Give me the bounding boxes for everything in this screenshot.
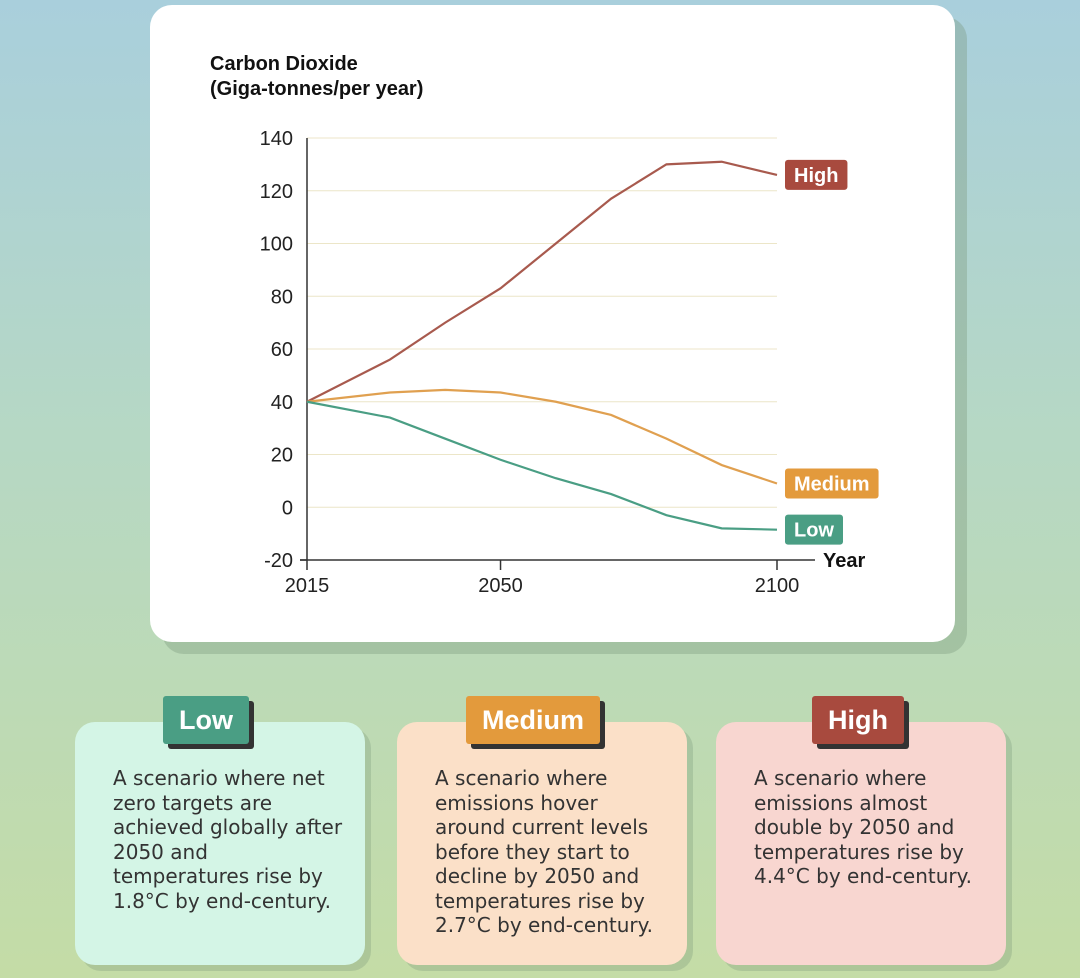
y-tick-label: 120 <box>260 181 293 203</box>
series-line <box>306 388 778 485</box>
series-label-box <box>785 514 843 545</box>
y-tick-label: 60 <box>271 339 293 361</box>
y-tick-label: 40 <box>271 392 293 414</box>
card: High A scenario where emissions almost d… <box>716 696 1006 965</box>
series-line <box>306 400 778 531</box>
chart-title: Carbon Dioxide <box>210 53 358 75</box>
x-axis-label: Year <box>823 550 865 572</box>
card: Low A scenario where net zero targets ar… <box>75 696 365 965</box>
y-tick-label: 80 <box>271 286 293 308</box>
card-text: A scenario where emissions almost double… <box>754 766 972 888</box>
card-title: Low <box>163 696 249 744</box>
series-label-box <box>785 468 879 499</box>
y-tick-label: 140 <box>260 128 293 150</box>
card-title: High <box>812 696 904 744</box>
card: Medium A scenario where emissions hover … <box>397 696 687 965</box>
x-tick-label: 2050 <box>478 575 523 597</box>
card-title: Medium <box>466 696 601 744</box>
y-tick-label: -20 <box>264 550 293 572</box>
x-tick-label: 2100 <box>755 575 800 597</box>
series-line <box>306 160 778 403</box>
legend-label: Low <box>794 520 834 542</box>
card-text: A scenario where emissions hover around … <box>435 766 653 937</box>
legend-label: High <box>794 165 838 187</box>
card-text: A scenario where net zero targets are ac… <box>113 766 343 913</box>
y-tick-label: 0 <box>282 497 293 519</box>
legend-label: Medium <box>794 474 870 496</box>
y-tick-label: 100 <box>260 234 293 256</box>
y-tick-label: 20 <box>271 445 293 467</box>
x-tick-label: 2015 <box>285 575 330 597</box>
series-label-box <box>785 159 848 190</box>
chart-subtitle: (Giga-tonnes/per year) <box>210 78 423 100</box>
